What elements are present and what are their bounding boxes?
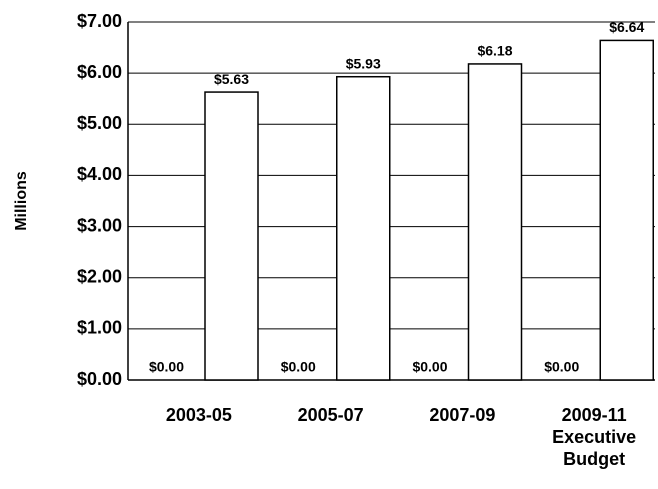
x-tick-label: 2007-09 [429, 405, 496, 425]
x-tick-label: 2009-11 Executive Budget [552, 405, 637, 469]
value-label: $0.00 [412, 359, 447, 375]
bar [599, 39, 654, 381]
value-label: $5.63 [214, 71, 249, 87]
y-tick-label: $2.00 [77, 266, 122, 286]
value-label: $6.64 [609, 19, 644, 35]
y-tick-label: $3.00 [77, 215, 122, 235]
value-label: $5.93 [346, 55, 381, 71]
bar [204, 91, 259, 381]
y-tick-label: $7.00 [77, 11, 122, 31]
x-tick-label: 2003-05 [165, 405, 232, 425]
y-tick-label: $6.00 [77, 62, 122, 82]
bar [467, 63, 523, 381]
value-label: $0.00 [281, 359, 316, 375]
y-axis-label: Millions [13, 171, 30, 231]
value-label: $6.18 [477, 43, 512, 59]
y-tick-label: $4.00 [77, 164, 122, 184]
value-label: $0.00 [544, 359, 579, 375]
y-tick-label: $5.00 [77, 113, 122, 133]
bar [336, 75, 391, 381]
y-tick-label: $1.00 [77, 318, 122, 338]
y-tick-label: $0.00 [77, 369, 122, 389]
value-label: $0.00 [149, 359, 184, 375]
x-tick-label: 2005-07 [297, 405, 364, 425]
